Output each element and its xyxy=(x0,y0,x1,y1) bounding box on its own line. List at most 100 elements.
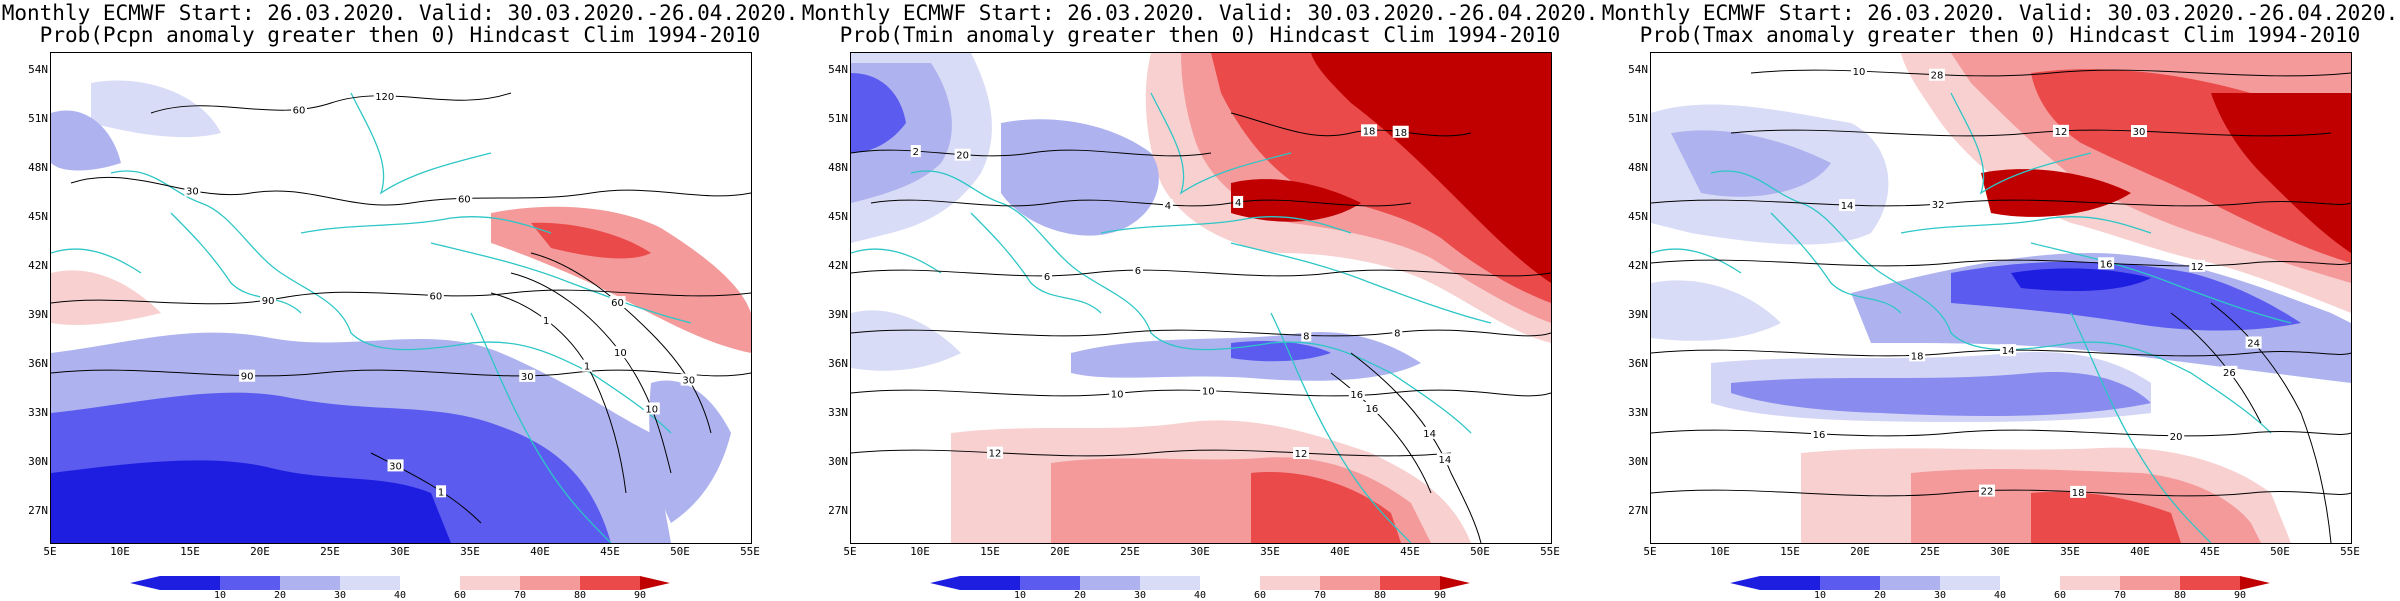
contour-label: 22 xyxy=(1979,484,1996,498)
lon-label: 15E xyxy=(180,545,200,558)
lat-label: 48N xyxy=(28,161,48,174)
svg-text:24: 24 xyxy=(2247,339,2260,350)
panel-title-line2: Prob(Tmax anomaly greater then 0) Hindca… xyxy=(1639,23,2361,47)
prob-red-mid-area xyxy=(531,222,651,259)
map-panel-tmax: Monthly ECMWF Start: 26.03.2020. Valid: … xyxy=(1600,0,2400,601)
svg-text:10: 10 xyxy=(1202,387,1215,398)
colorbar-tick: 10 xyxy=(1013,590,1027,601)
coastline-lines xyxy=(851,92,1492,543)
lat-label: 45N xyxy=(28,210,48,223)
contour-label: 4 xyxy=(1233,195,1244,209)
prob-red-strong-area xyxy=(1311,53,1551,283)
lat-label: 27N xyxy=(28,504,48,517)
lon-label: 50E xyxy=(670,545,690,558)
contour-lines xyxy=(1651,69,2351,543)
colorbar-tick: 20 xyxy=(1873,590,1887,601)
contour-label: 10 xyxy=(1851,65,1868,78)
contour-label: 12 xyxy=(987,446,1004,460)
contour-label: 90 xyxy=(239,369,256,383)
lat-label: 30N xyxy=(828,455,848,468)
svg-text:30: 30 xyxy=(2133,127,2146,138)
contour-label: 14 xyxy=(2000,344,2017,357)
svg-text:14: 14 xyxy=(1423,429,1436,440)
colorbar-tick: 40 xyxy=(1993,590,2007,601)
contour-label: 28 xyxy=(1928,68,1945,82)
prob-red-mid-area xyxy=(1251,472,1401,543)
svg-text:4: 4 xyxy=(1235,198,1241,209)
contour-label: 60 xyxy=(427,289,444,302)
panel-title-line1: Monthly ECMWF Start: 26.03.2020. Valid: … xyxy=(801,1,1599,25)
lat-label: 36N xyxy=(1628,357,1648,370)
svg-text:8: 8 xyxy=(1394,328,1400,339)
prob-red-mid-area xyxy=(2031,491,2181,543)
lon-label: 15E xyxy=(1780,545,1800,558)
lon-label: 20E xyxy=(1850,545,1870,558)
lat-label: 39N xyxy=(28,308,48,321)
colorbar-tick: 30 xyxy=(1933,590,1947,601)
contour-label: 10 xyxy=(1200,384,1217,398)
contour-label: 1 xyxy=(582,359,593,373)
contour-label: 4 xyxy=(1162,199,1173,212)
lat-label: 51N xyxy=(1628,112,1648,125)
svg-text:6: 6 xyxy=(1044,272,1050,283)
colorbar-tick: 60 xyxy=(1253,590,1267,601)
lon-label: 55E xyxy=(2340,545,2360,558)
contour-label: 12 xyxy=(1293,447,1309,460)
svg-text:14: 14 xyxy=(1841,201,1854,212)
lon-label: 30E xyxy=(390,545,410,558)
prob-blue-pale-area xyxy=(1651,280,1781,341)
contour-label: 120 xyxy=(373,89,396,103)
svg-text:20: 20 xyxy=(2170,432,2183,443)
lat-label: 54N xyxy=(1628,63,1648,76)
map-panel-tmin: Monthly ECMWF Start: 26.03.2020. Valid: … xyxy=(800,0,1600,601)
colorbar-tick: 40 xyxy=(393,590,407,601)
svg-text:14: 14 xyxy=(2002,346,2015,357)
svg-text:60: 60 xyxy=(458,194,471,205)
colorbar-tick: 20 xyxy=(273,590,287,601)
lon-label: 5E xyxy=(843,545,857,558)
contour-label: 14 xyxy=(1839,199,1856,212)
contour-label: 1 xyxy=(541,313,552,327)
svg-text:30: 30 xyxy=(682,376,695,387)
prob-blue-light-area xyxy=(1671,130,1831,197)
contour-label: 14 xyxy=(1436,453,1453,466)
prob-blue-light-area xyxy=(649,380,731,523)
svg-text:4: 4 xyxy=(1165,201,1171,212)
contour-label: 20 xyxy=(954,148,971,162)
contour-label: 30 xyxy=(184,184,201,198)
lat-label: 48N xyxy=(828,161,848,174)
svg-text:120: 120 xyxy=(375,92,394,103)
svg-text:1: 1 xyxy=(543,316,549,327)
contour-label: 60 xyxy=(609,296,626,309)
contour-label: 6 xyxy=(1132,264,1143,277)
svg-text:32: 32 xyxy=(1932,200,1945,211)
lat-label: 33N xyxy=(28,406,48,419)
panel-title-line1: Monthly ECMWF Start: 26.03.2020. Valid: … xyxy=(1,1,799,25)
map-panel-pcpn: Monthly ECMWF Start: 26.03.2020. Valid: … xyxy=(0,0,800,601)
probability-map: 10 12 14 16 18 20 22 24 26 28 30 32 12 14 16 18 xyxy=(1650,52,2352,544)
contour-label: 6 xyxy=(1042,269,1053,283)
svg-text:16: 16 xyxy=(1350,390,1363,401)
svg-text:30: 30 xyxy=(186,187,199,198)
colorbar-tick: 60 xyxy=(453,590,467,601)
svg-text:22: 22 xyxy=(1981,487,1994,498)
lon-label: 40E xyxy=(2130,545,2150,558)
svg-text:28: 28 xyxy=(1931,71,1944,82)
contour-label: 18 xyxy=(1909,349,1926,362)
contour-label: 60 xyxy=(291,103,308,116)
panel-title-line1: Monthly ECMWF Start: 26.03.2020. Valid: … xyxy=(1601,1,2399,25)
contour-label: 8 xyxy=(1301,329,1312,342)
lon-label: 45E xyxy=(600,545,620,558)
colorbar-tick: 90 xyxy=(1433,590,1447,601)
svg-text:2: 2 xyxy=(913,147,919,158)
prob-blue-light-area xyxy=(1711,352,2151,423)
contour-label: 60 xyxy=(456,192,473,205)
lat-label: 48N xyxy=(1628,161,1648,174)
colorbar-tick: 90 xyxy=(2233,590,2247,601)
colorbar xyxy=(1730,576,2270,590)
svg-text:12: 12 xyxy=(989,449,1002,460)
svg-text:18: 18 xyxy=(2072,488,2085,499)
colorbar-tick: 80 xyxy=(1373,590,1387,601)
map-canvas: 2 4 6 8 10 12 14 16 18 20 4 6 8 10 12 14 16 18 xyxy=(851,53,1551,543)
svg-text:16: 16 xyxy=(1365,404,1378,415)
